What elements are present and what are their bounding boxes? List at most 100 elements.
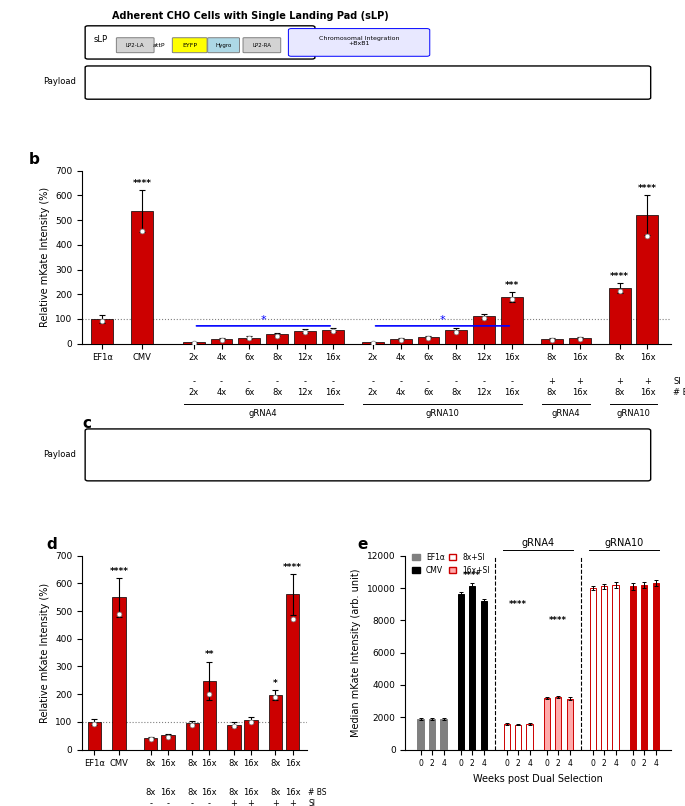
Text: *: * bbox=[273, 679, 278, 688]
Point bbox=[187, 718, 198, 731]
Bar bbox=[429, 719, 435, 750]
Bar bbox=[445, 330, 467, 343]
Text: 8x: 8x bbox=[614, 388, 625, 397]
Point bbox=[272, 329, 283, 342]
Text: -: - bbox=[166, 800, 169, 806]
Point bbox=[188, 336, 199, 349]
Point bbox=[244, 332, 255, 345]
Text: +: + bbox=[616, 377, 623, 386]
Point bbox=[479, 311, 490, 324]
FancyBboxPatch shape bbox=[288, 28, 429, 56]
Text: +: + bbox=[272, 800, 279, 806]
Bar bbox=[608, 288, 630, 343]
Bar bbox=[266, 334, 288, 343]
Bar bbox=[203, 681, 216, 750]
Bar bbox=[527, 724, 533, 750]
Bar bbox=[469, 587, 475, 750]
Bar bbox=[131, 211, 153, 343]
Bar bbox=[481, 601, 487, 750]
Text: 12x: 12x bbox=[297, 388, 313, 397]
Text: -: - bbox=[510, 377, 514, 386]
Text: 16x: 16x bbox=[640, 388, 656, 397]
Text: +: + bbox=[230, 800, 237, 806]
Text: 16x: 16x bbox=[572, 388, 588, 397]
Point bbox=[245, 716, 256, 729]
Text: +: + bbox=[247, 800, 254, 806]
Text: LP2-LA: LP2-LA bbox=[126, 43, 145, 48]
X-axis label: Weeks post Dual Selection: Weeks post Dual Selection bbox=[473, 774, 603, 784]
Text: ****: **** bbox=[509, 600, 527, 609]
Text: -: - bbox=[303, 377, 307, 386]
Text: # BS: # BS bbox=[308, 787, 327, 796]
Text: 6x: 6x bbox=[244, 388, 255, 397]
Text: 4x: 4x bbox=[395, 388, 406, 397]
Bar bbox=[112, 597, 125, 750]
Text: e: e bbox=[358, 537, 368, 552]
Bar bbox=[641, 585, 647, 750]
Text: +: + bbox=[644, 377, 651, 386]
Text: 16x: 16x bbox=[201, 787, 217, 796]
Text: -: - bbox=[332, 377, 334, 386]
Text: ****: **** bbox=[549, 617, 567, 625]
Text: -: - bbox=[399, 377, 402, 386]
Text: Payload: Payload bbox=[43, 451, 76, 459]
Bar bbox=[458, 595, 464, 750]
Text: EYFP: EYFP bbox=[182, 43, 197, 48]
Point bbox=[451, 326, 462, 339]
Text: ****: **** bbox=[610, 272, 629, 281]
FancyBboxPatch shape bbox=[116, 38, 154, 52]
Bar bbox=[612, 585, 619, 750]
Point bbox=[228, 720, 239, 733]
Bar bbox=[322, 330, 344, 343]
Bar bbox=[541, 339, 563, 343]
Bar bbox=[636, 215, 658, 343]
Bar bbox=[269, 695, 282, 750]
Text: +: + bbox=[549, 377, 556, 386]
Text: 8x: 8x bbox=[451, 388, 462, 397]
Text: Adherent CHO Cells with Single Landing Pad (sLP): Adherent CHO Cells with Single Landing P… bbox=[112, 11, 388, 21]
Point bbox=[642, 230, 653, 243]
Bar bbox=[238, 338, 260, 343]
Legend: EF1α, CMV, 8x+SI, 16x+SI: EF1α, CMV, 8x+SI, 16x+SI bbox=[409, 550, 493, 578]
Text: 16x: 16x bbox=[504, 388, 520, 397]
Bar bbox=[544, 698, 550, 750]
Text: gRNA10: gRNA10 bbox=[616, 409, 651, 418]
Bar bbox=[210, 339, 232, 343]
Text: *: * bbox=[260, 315, 266, 325]
Y-axis label: Relative mKate Intensity (%): Relative mKate Intensity (%) bbox=[40, 583, 50, 723]
Text: +: + bbox=[576, 377, 583, 386]
Text: ***: *** bbox=[505, 280, 519, 290]
Text: 8x: 8x bbox=[270, 787, 281, 796]
Text: ****: **** bbox=[638, 185, 657, 193]
Text: -: - bbox=[192, 377, 195, 386]
Bar bbox=[653, 584, 659, 750]
Text: -: - bbox=[371, 377, 374, 386]
Text: 16x: 16x bbox=[285, 787, 300, 796]
Text: 16x: 16x bbox=[243, 787, 259, 796]
FancyBboxPatch shape bbox=[85, 66, 651, 99]
Point bbox=[114, 608, 125, 621]
Point bbox=[299, 326, 310, 339]
Text: Chromosomal Integration
+BxB1: Chromosomal Integration +BxB1 bbox=[319, 35, 399, 47]
Text: -: - bbox=[208, 800, 211, 806]
Point bbox=[216, 334, 227, 347]
Bar bbox=[503, 724, 510, 750]
Bar bbox=[515, 725, 521, 750]
Bar bbox=[555, 697, 562, 750]
Text: -: - bbox=[190, 800, 194, 806]
Text: 12x: 12x bbox=[477, 388, 492, 397]
Text: d: d bbox=[46, 537, 57, 552]
Text: -: - bbox=[149, 800, 152, 806]
Text: 8x: 8x bbox=[187, 787, 197, 796]
Text: 8x: 8x bbox=[547, 388, 557, 397]
Bar bbox=[91, 319, 113, 343]
Bar bbox=[440, 719, 447, 750]
Bar bbox=[390, 339, 412, 343]
Bar bbox=[601, 587, 608, 750]
Bar bbox=[630, 587, 636, 750]
Bar bbox=[569, 339, 590, 343]
Text: ****: **** bbox=[283, 563, 302, 571]
Bar bbox=[566, 699, 573, 750]
Point bbox=[423, 331, 434, 344]
Text: attP: attP bbox=[153, 43, 165, 48]
